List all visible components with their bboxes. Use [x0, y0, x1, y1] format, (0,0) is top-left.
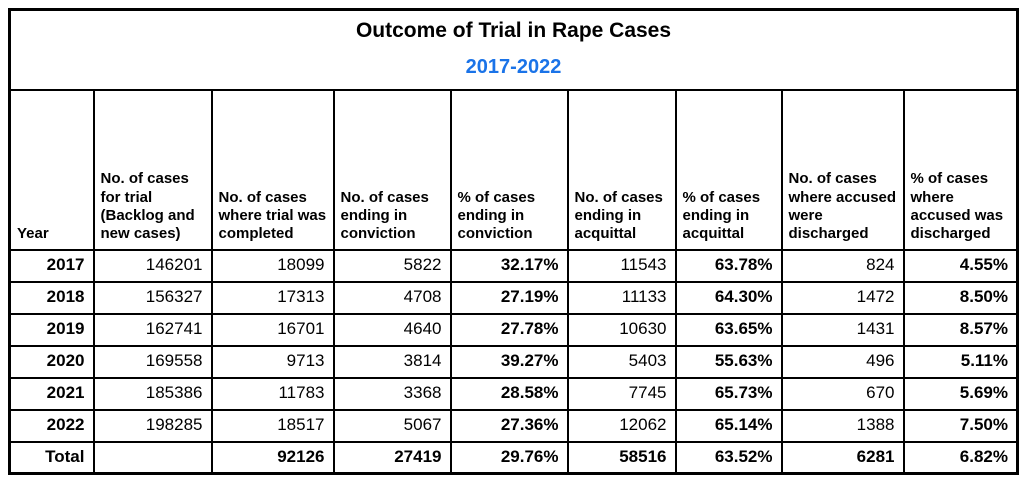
data-cell: 7.50% — [902, 408, 1019, 443]
data-cell: 6.82% — [902, 440, 1019, 475]
data-cell: 55.63% — [674, 344, 783, 379]
total-label: Total — [8, 440, 95, 475]
data-cell: 1388 — [780, 408, 905, 443]
header-year: Year — [8, 88, 95, 251]
table-row-2017: 2017 146201 18099 5822 32.17% 11543 63.7… — [8, 248, 1019, 283]
data-cell: 169558 — [92, 344, 213, 379]
data-cell: 1472 — [780, 280, 905, 315]
table-row-total: Total 92126 27419 29.76% 58516 63.52% 62… — [8, 440, 1019, 475]
data-cell: 11133 — [566, 280, 677, 315]
data-cell: 4640 — [332, 312, 452, 347]
data-cell: 5.11% — [902, 344, 1019, 379]
data-cell: 3814 — [332, 344, 452, 379]
data-cell: 4708 — [332, 280, 452, 315]
data-cell: 27.19% — [449, 280, 569, 315]
data-cell: 18517 — [210, 408, 335, 443]
data-cell: 5822 — [332, 248, 452, 283]
data-cell: 58516 — [566, 440, 677, 475]
data-cell: 16701 — [210, 312, 335, 347]
header-conviction-count: No. of cases ending in conviction — [332, 88, 452, 251]
title-row: Outcome of Trial in Rape Cases 2017-2022 — [8, 8, 1019, 91]
data-cell: 32.17% — [449, 248, 569, 283]
data-cell: 63.52% — [674, 440, 783, 475]
data-cell: 64.30% — [674, 280, 783, 315]
data-cell: 65.14% — [674, 408, 783, 443]
year-cell: 2017 — [8, 248, 95, 283]
data-cell: 8.50% — [902, 280, 1019, 315]
title-cell: Outcome of Trial in Rape Cases 2017-2022 — [8, 8, 1019, 91]
header-row: Year No. of cases for trial (Backlog and… — [8, 88, 1019, 251]
data-cell: 27419 — [332, 440, 452, 475]
year-cell: 2022 — [8, 408, 95, 443]
data-cell: 17313 — [210, 280, 335, 315]
data-cell: 4.55% — [902, 248, 1019, 283]
data-cell: 9713 — [210, 344, 335, 379]
header-discharged-pct: % of cases where accused was discharged — [902, 88, 1019, 251]
data-cell: 3368 — [332, 376, 452, 411]
data-cell: 11783 — [210, 376, 335, 411]
data-cell: 5.69% — [902, 376, 1019, 411]
data-cell: 824 — [780, 248, 905, 283]
data-cell: 6281 — [780, 440, 905, 475]
year-cell: 2020 — [8, 344, 95, 379]
data-cell: 10630 — [566, 312, 677, 347]
data-cell: 5067 — [332, 408, 452, 443]
year-cell: 2021 — [8, 376, 95, 411]
header-conviction-pct: % of cases ending in conviction — [449, 88, 569, 251]
data-cell: 12062 — [566, 408, 677, 443]
header-acquittal-count: No. of cases ending in acquittal — [566, 88, 677, 251]
header-trial-completed: No. of cases where trial was completed — [210, 88, 335, 251]
data-cell: 162741 — [92, 312, 213, 347]
header-acquittal-pct: % of cases ending in acquittal — [674, 88, 783, 251]
data-cell: 146201 — [92, 248, 213, 283]
data-cell: 63.78% — [674, 248, 783, 283]
data-cell: 5403 — [566, 344, 677, 379]
header-cases-for-trial: No. of cases for trial (Backlog and new … — [92, 88, 213, 251]
table-row-2022: 2022 198285 18517 5067 27.36% 12062 65.1… — [8, 408, 1019, 443]
data-cell: 8.57% — [902, 312, 1019, 347]
data-cell: 11543 — [566, 248, 677, 283]
data-cell: 27.36% — [449, 408, 569, 443]
year-cell: 2018 — [8, 280, 95, 315]
data-cell: 185386 — [92, 376, 213, 411]
table-row-2021: 2021 185386 11783 3368 28.58% 7745 65.73… — [8, 376, 1019, 411]
data-cell: 63.65% — [674, 312, 783, 347]
data-cell: 1431 — [780, 312, 905, 347]
data-cell: 39.27% — [449, 344, 569, 379]
data-cell: 65.73% — [674, 376, 783, 411]
year-cell: 2019 — [8, 312, 95, 347]
data-cell: 29.76% — [449, 440, 569, 475]
data-cell — [92, 440, 213, 475]
data-cell: 92126 — [210, 440, 335, 475]
table-row-2020: 2020 169558 9713 3814 39.27% 5403 55.63%… — [8, 344, 1019, 379]
data-cell: 18099 — [210, 248, 335, 283]
table-row-2019: 2019 162741 16701 4640 27.78% 10630 63.6… — [8, 312, 1019, 347]
data-cell: 28.58% — [449, 376, 569, 411]
table-subtitle: 2017-2022 — [465, 56, 562, 79]
data-cell: 496 — [780, 344, 905, 379]
header-discharged-count: No. of cases where accused were discharg… — [780, 88, 905, 251]
data-cell: 670 — [780, 376, 905, 411]
data-cell: 156327 — [92, 280, 213, 315]
table-row-2018: 2018 156327 17313 4708 27.19% 11133 64.3… — [8, 280, 1019, 315]
data-cell: 7745 — [566, 376, 677, 411]
outcome-table: Outcome of Trial in Rape Cases 2017-2022… — [8, 8, 1019, 475]
table-title: Outcome of Trial in Rape Cases — [355, 19, 672, 43]
data-cell: 27.78% — [449, 312, 569, 347]
data-cell: 198285 — [92, 408, 213, 443]
